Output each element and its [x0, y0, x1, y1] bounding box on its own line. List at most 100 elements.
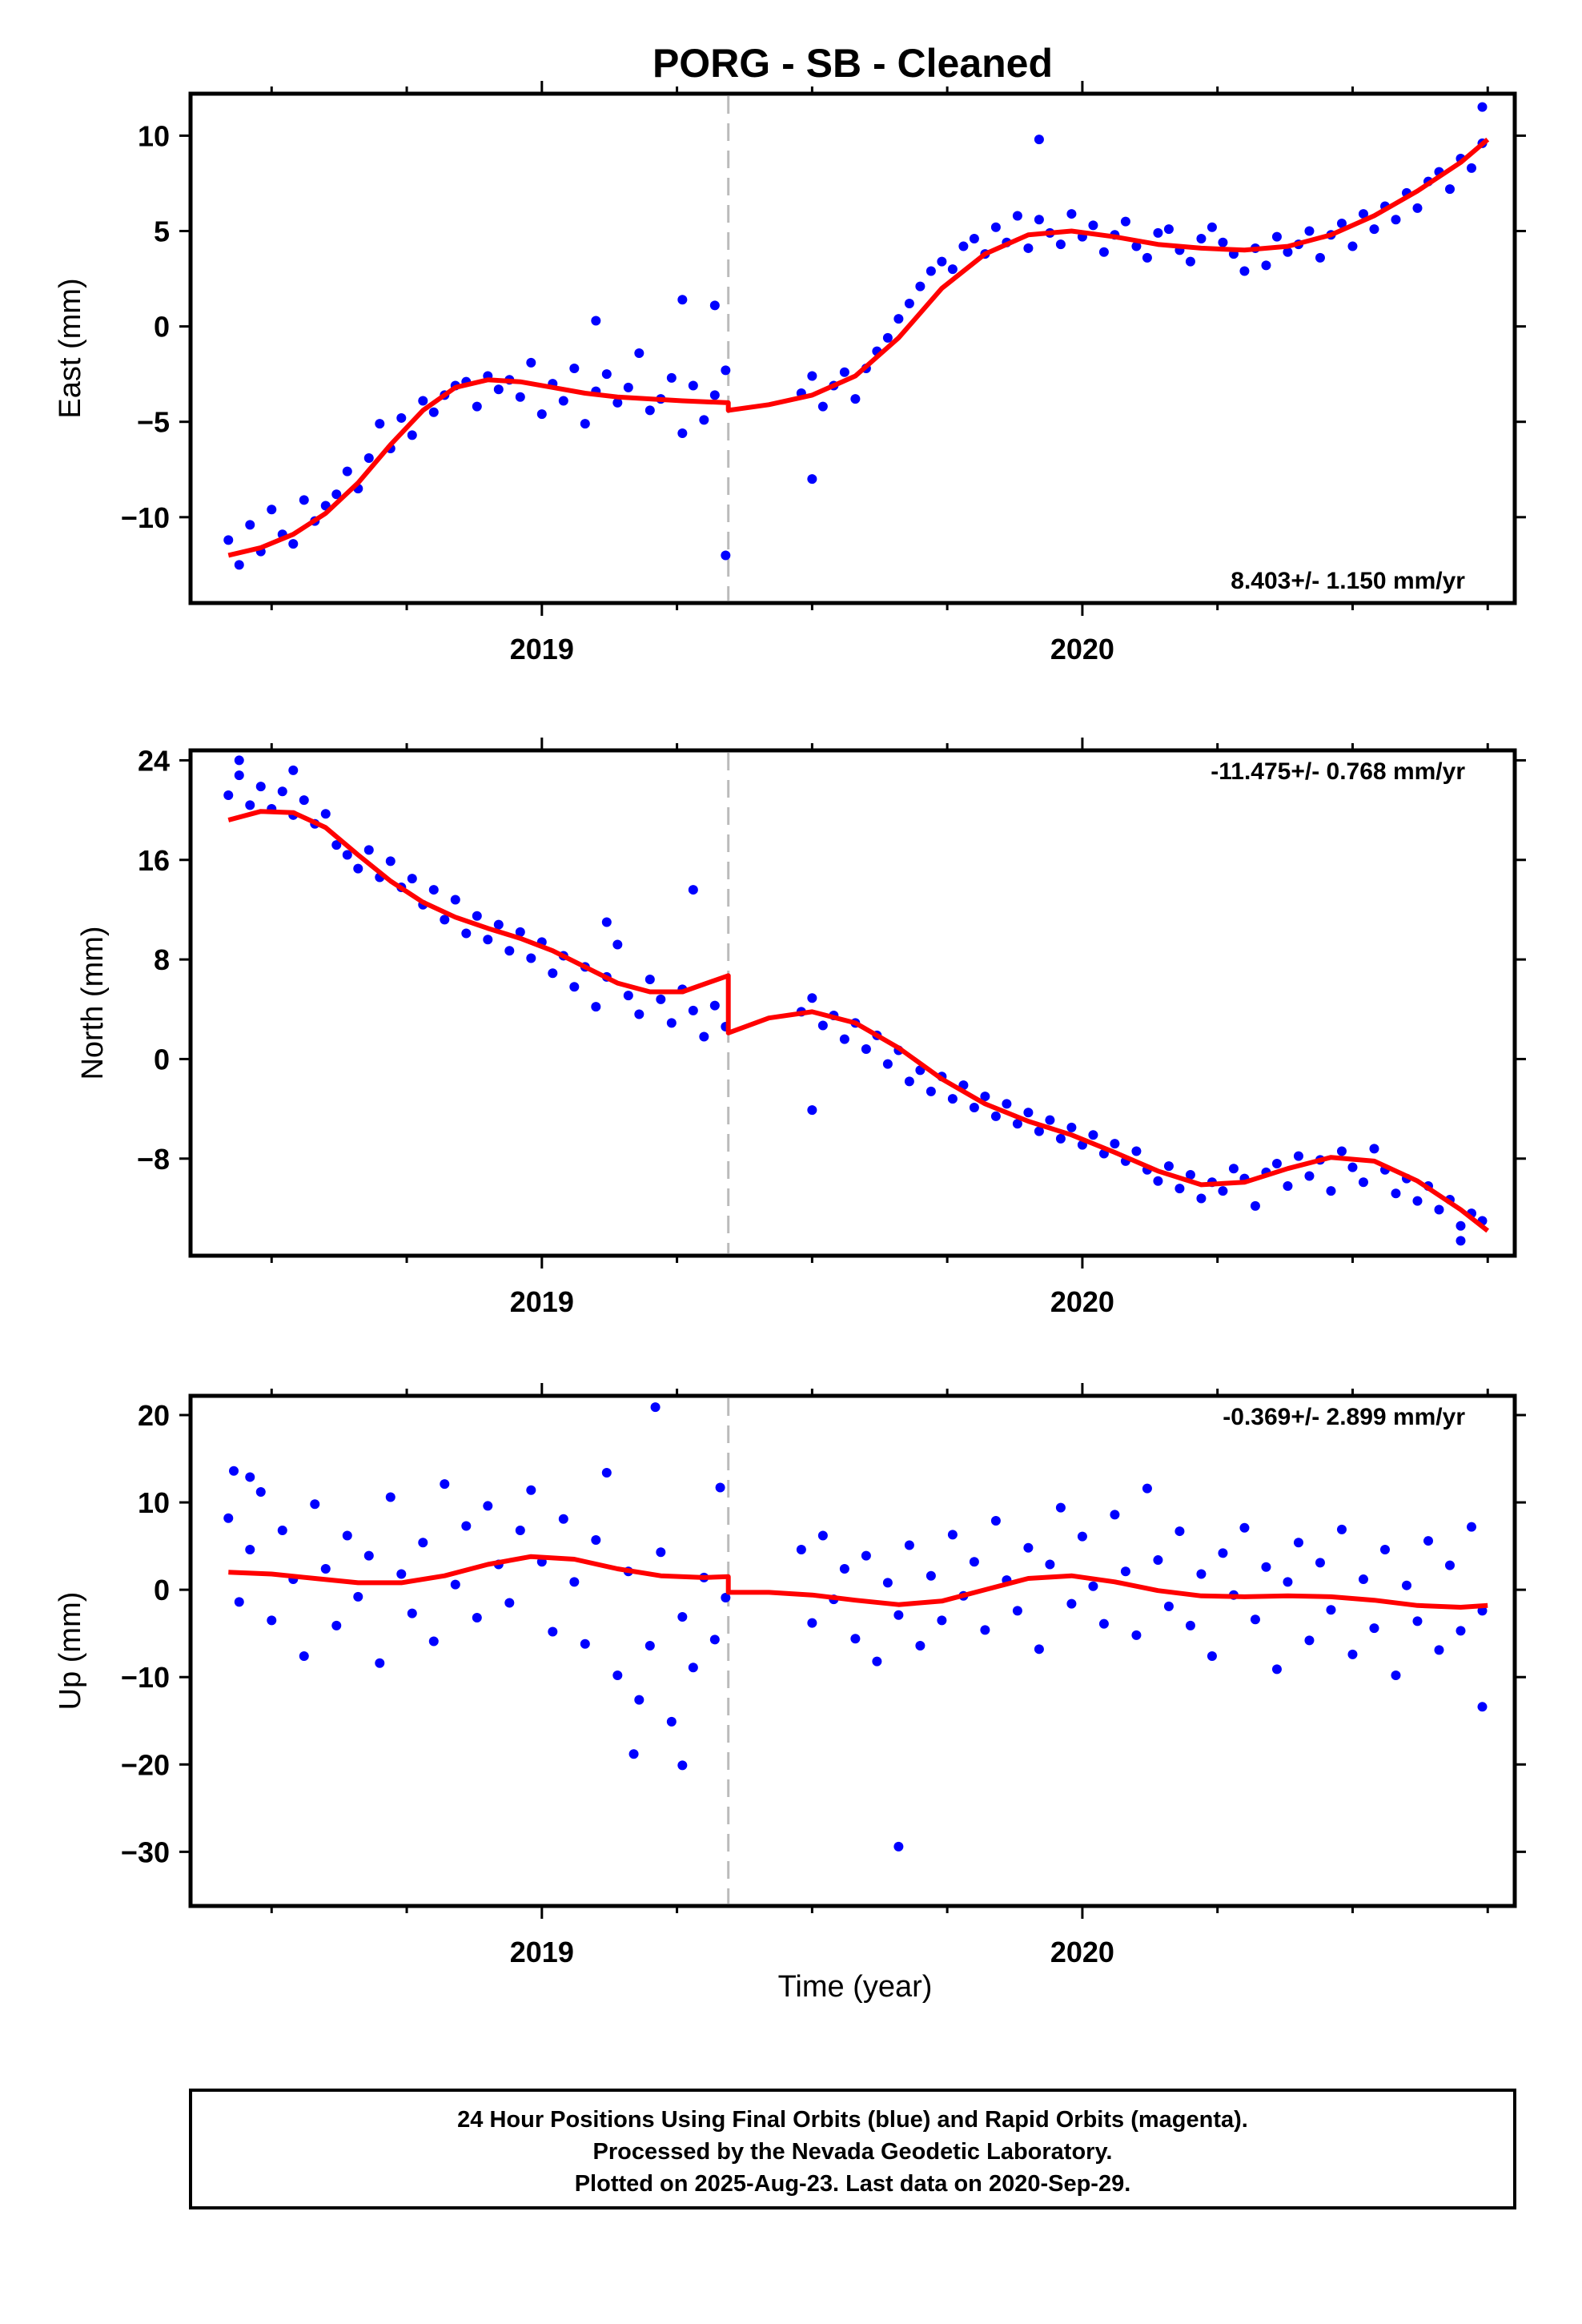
up-data-point: [1034, 1644, 1044, 1655]
north-data-point: [1131, 1146, 1142, 1156]
up-data-point: [1444, 1560, 1455, 1570]
up-data-point: [1412, 1616, 1423, 1626]
up-data-point: [320, 1563, 331, 1574]
east-data-point: [558, 396, 568, 406]
east-data-point: [1466, 163, 1476, 173]
up-data-point: [850, 1634, 861, 1644]
east-data-point: [288, 539, 299, 549]
east-data-point: [1207, 222, 1217, 232]
up-data-point: [628, 1749, 639, 1759]
up-data-point: [656, 1547, 666, 1558]
up-data-point: [1250, 1614, 1260, 1625]
up-data-point: [1142, 1483, 1152, 1494]
north-data-point: [1347, 1162, 1358, 1172]
east-data-point: [342, 466, 352, 476]
north-data-point: [807, 993, 817, 1003]
up-data-point: [1261, 1562, 1271, 1572]
east-data-point: [223, 535, 234, 545]
up-frame: [188, 1393, 1517, 1908]
north-data-point: [504, 946, 515, 956]
east-data-point: [817, 401, 828, 412]
east-data-point: [1153, 227, 1163, 238]
north-data-point: [353, 863, 363, 874]
north-data-point: [515, 927, 525, 937]
north-data-point: [342, 850, 352, 860]
north-data-point: [363, 845, 374, 855]
up-data-point: [396, 1569, 407, 1579]
up-data-point: [234, 1597, 244, 1607]
north-data-point: [1304, 1171, 1315, 1181]
north-x-tick-label: 2019: [510, 1285, 574, 1318]
up-data-point: [893, 1610, 904, 1620]
east-y-axis-label: East (mm): [54, 278, 87, 418]
north-data-point: [223, 790, 234, 800]
north-data-point: [990, 1111, 1001, 1121]
up-y-tick-label: −20: [121, 1748, 170, 1781]
up-data-point: [450, 1579, 460, 1590]
north-data-point: [1283, 1180, 1293, 1191]
north-data-point: [591, 1002, 601, 1012]
east-data-point: [1369, 224, 1379, 235]
north-y-tick-label: 0: [154, 1043, 170, 1076]
up-data-point: [893, 1841, 904, 1852]
up-data-point: [1012, 1606, 1022, 1616]
up-data-point: [472, 1613, 482, 1623]
east-data-point: [331, 489, 342, 500]
east-data-point: [536, 409, 547, 420]
east-data-point: [634, 348, 644, 358]
east-data-point: [1358, 209, 1368, 219]
east-data-point: [677, 295, 688, 305]
up-data-point: [548, 1626, 558, 1637]
north-data-point: [688, 885, 698, 895]
north-panel: 2019 2020 −8 0 8 16 24 North (mm) -11.475+/- 0.7…: [76, 738, 1526, 1318]
north-data-point: [385, 856, 396, 866]
north-data-point: [1196, 1193, 1207, 1204]
east-data-point: [601, 369, 612, 380]
east-data-point: [1088, 220, 1098, 231]
up-data-point: [375, 1658, 385, 1668]
north-data-point: [1023, 1108, 1034, 1118]
east-data-point: [1131, 241, 1142, 251]
east-points: [223, 102, 1488, 570]
up-data-point: [688, 1663, 698, 1673]
up-y-axis-label: Up (mm): [54, 1592, 87, 1711]
north-data-point: [1228, 1164, 1239, 1174]
north-y-axis-label: North (mm): [76, 926, 110, 1080]
east-data-point: [418, 396, 428, 406]
east-rate-label: 8.403+/- 1.150 mm/yr: [1231, 568, 1465, 594]
north-y-tick-label: −8: [137, 1143, 170, 1176]
north-y-tick-label: 24: [138, 744, 170, 777]
up-data-point: [1088, 1581, 1098, 1591]
east-data-point: [937, 256, 947, 267]
up-x-tick-label: 2019: [510, 1936, 574, 1968]
east-y-tick-label: −5: [137, 406, 170, 439]
up-data-point: [1174, 1526, 1185, 1537]
up-data-point: [1477, 1702, 1488, 1712]
east-y-tick-label: −10: [121, 501, 170, 534]
north-data-point: [1358, 1177, 1368, 1188]
up-model-line: [228, 1554, 1488, 1610]
up-data-point: [515, 1525, 525, 1535]
north-data-point: [699, 1031, 709, 1042]
east-data-point: [1347, 241, 1358, 251]
east-data-point: [1304, 226, 1315, 236]
up-x-tick-label: 2020: [1050, 1936, 1114, 1968]
north-data-point: [807, 1105, 817, 1116]
north-data-point: [709, 1000, 720, 1011]
east-data-point: [699, 415, 709, 425]
x-axis-label: Time (year): [778, 1970, 933, 2004]
up-data-point: [407, 1608, 417, 1618]
east-data-point: [882, 332, 893, 343]
up-data-point: [1055, 1502, 1066, 1513]
east-data-point: [721, 365, 731, 376]
east-panel: 2019 2020 −10 −5 0 5 10 East (mm) 8.403+/- 1.150…: [54, 81, 1526, 665]
up-data-point: [839, 1563, 849, 1574]
up-data-point: [331, 1620, 342, 1630]
up-data-point: [882, 1578, 893, 1588]
east-data-point: [1444, 184, 1455, 195]
east-data-point: [623, 382, 633, 392]
up-data-point: [861, 1550, 871, 1561]
north-y-tick-label: 8: [154, 943, 170, 976]
north-data-point: [299, 795, 309, 806]
